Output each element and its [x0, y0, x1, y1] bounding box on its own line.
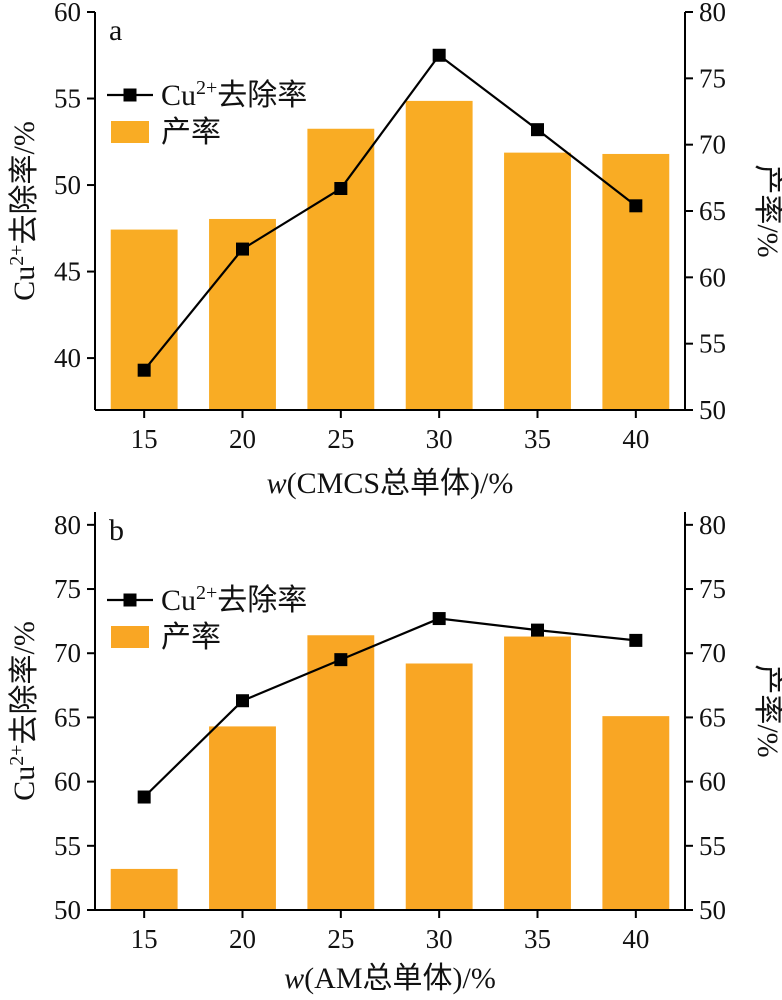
y-left-tick-label-50: 50	[54, 895, 81, 925]
bar-30	[405, 100, 473, 411]
legend-label-sup: 2+	[196, 77, 217, 99]
point-25	[334, 182, 348, 196]
y-left-tick-label-80: 80	[54, 510, 81, 540]
x-tick-label-25: 25	[327, 424, 354, 454]
point-40	[629, 199, 643, 213]
x-axis-title-italic: w	[284, 962, 304, 995]
chart-panel-b: 15 20 25 30 35 40 50 55 60 65 70 75 80 50 55 60 65 70 75 80…	[6, 510, 782, 995]
legend-bar-swatch	[111, 121, 149, 143]
y-left-axis-title-rest: 去除率/%	[8, 621, 41, 744]
x-tick-label-15: 15	[131, 924, 158, 954]
x-tick-label-35: 35	[524, 424, 551, 454]
y-left-tick-label-50: 50	[54, 170, 81, 200]
x-tick-label-30: 30	[426, 924, 453, 954]
y-right-tick-label-65: 65	[699, 702, 726, 732]
y-left-tick-label-55: 55	[54, 831, 81, 861]
chart-panel-a: 15 20 25 30 35 40 40 45 50 55 60 50 55 60 65 70 75 80 a w(C…	[6, 0, 782, 500]
legend-label-yield: 产率	[161, 116, 221, 149]
x-tick-label-20: 20	[229, 924, 256, 954]
y-right-tick-label-75: 75	[699, 63, 726, 93]
y-left-tick-label-65: 65	[54, 702, 81, 732]
y-right-tick-label-60: 60	[699, 262, 726, 292]
y-left-axis-title-rest: 去除率/%	[8, 121, 41, 244]
y-right-tick-label-50: 50	[699, 395, 726, 425]
series-line-cu-removal	[143, 617, 636, 798]
bar-15	[110, 868, 178, 910]
bar-35	[504, 636, 571, 910]
x-tick-label-25: 25	[327, 924, 354, 954]
legend-label-yield: 产率	[161, 621, 221, 654]
legend-label-cu-removal: Cu2+去除率	[161, 77, 307, 112]
x-tick-label-15: 15	[131, 424, 158, 454]
bar-20	[209, 726, 276, 910]
y-right-tick-label-70: 70	[699, 130, 726, 160]
panel-label: b	[109, 514, 124, 547]
y-right-tick-label-55: 55	[699, 831, 726, 861]
y-left-tick-label-70: 70	[54, 638, 81, 668]
bar-35	[504, 152, 571, 411]
y-right-tick-label-70: 70	[699, 638, 726, 668]
x-axis-title-rest: (CMCS总单体)/%	[287, 467, 514, 500]
y-right-tick-label-80: 80	[699, 510, 726, 540]
point-35	[531, 623, 544, 637]
point-20	[236, 242, 249, 256]
point-40	[629, 633, 643, 647]
y-right-tick-label-50: 50	[699, 895, 726, 925]
y-right-tick-label-55: 55	[699, 329, 726, 359]
x-axis-title: w(AM总单体)/%	[284, 962, 496, 995]
y-right-tick-label-75: 75	[699, 574, 726, 604]
bar-25	[307, 635, 375, 910]
y-left-tick-label-45: 45	[54, 257, 81, 287]
y-right-axis-title: 产率/%	[751, 164, 782, 257]
x-axis-title-rest: (AM总单体)/%	[304, 962, 496, 995]
point-15	[137, 363, 151, 377]
y-left-axis-title: Cu2+去除率/%	[6, 621, 41, 801]
y-left-tick-label-75: 75	[54, 574, 81, 604]
legend-bar-swatch	[111, 626, 149, 648]
y-left-tick-label-60: 60	[54, 0, 81, 27]
x-tick-label-40: 40	[622, 924, 649, 954]
legend-label-cu-removal: Cu2+去除率	[161, 582, 307, 617]
bar-30	[405, 663, 473, 910]
x-tick-label-40: 40	[622, 424, 649, 454]
y-right-axis-title: 产率/%	[751, 664, 782, 757]
point-30	[432, 48, 446, 62]
x-axis-title: w(CMCS总单体)/%	[267, 467, 514, 500]
y-left-axis-title-base: Cu	[8, 266, 41, 301]
legend-label-base: Cu	[161, 584, 196, 617]
legend-label-rest: 去除率	[217, 79, 307, 112]
point-25	[334, 653, 348, 667]
legend-marker-swatch	[123, 593, 137, 607]
x-axis-title-italic: w	[267, 467, 287, 500]
y-left-axis-title-sup: 2+	[6, 745, 28, 766]
point-35	[531, 123, 544, 137]
y-right-tick-label-65: 65	[699, 196, 726, 226]
y-left-axis-title: Cu2+去除率/%	[6, 121, 41, 301]
y-left-tick-label-60: 60	[54, 767, 81, 797]
y-left-tick-label-40: 40	[54, 343, 81, 373]
point-20	[236, 694, 249, 708]
y-left-axis-title-sup: 2+	[6, 245, 28, 266]
x-tick-label-20: 20	[229, 424, 256, 454]
point-30	[432, 612, 446, 626]
legend-label-base: Cu	[161, 79, 196, 112]
bar-40	[602, 716, 670, 910]
legend-label-rest: 去除率	[217, 584, 307, 617]
y-left-axis-title-base: Cu	[8, 766, 41, 801]
bar-15	[110, 229, 178, 410]
y-right-tick-label-60: 60	[699, 767, 726, 797]
panel-label: a	[109, 14, 122, 47]
bar-40	[602, 153, 670, 410]
series-line-cu-removal	[143, 53, 637, 371]
y-left-tick-label-55: 55	[54, 84, 81, 114]
x-tick-label-30: 30	[426, 424, 453, 454]
legend-marker-swatch	[123, 88, 137, 102]
x-tick-label-35: 35	[524, 924, 551, 954]
y-right-tick-label-80: 80	[699, 0, 726, 27]
legend-label-sup: 2+	[196, 582, 217, 604]
bar-25	[307, 128, 375, 410]
point-15	[137, 790, 151, 804]
